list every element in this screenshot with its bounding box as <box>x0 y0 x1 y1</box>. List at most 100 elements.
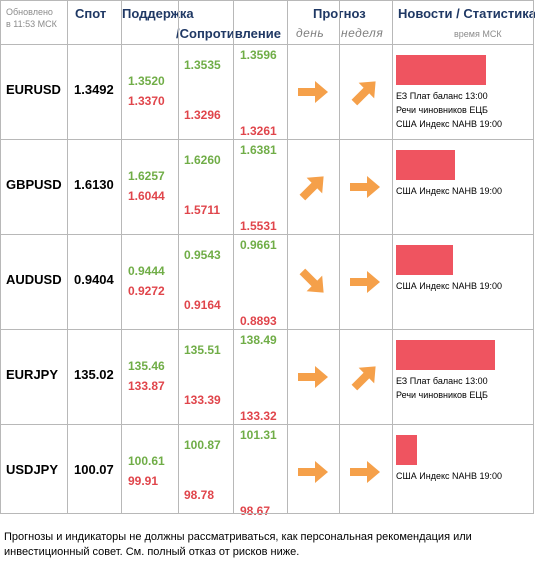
arrow-right-icon <box>298 366 328 388</box>
resistance-header: /Сопротивление <box>176 26 281 41</box>
column-divider <box>339 0 340 514</box>
spot-price: 1.6130 <box>74 177 114 192</box>
row-divider <box>0 44 534 45</box>
resistance-level-r2: 1.3296 <box>184 108 221 122</box>
support-level-s3: 101.31 <box>240 428 277 442</box>
pair-name: EURUSD <box>6 82 61 97</box>
news-header: Новости / Статистика <box>398 6 535 21</box>
spot-price: 0.9404 <box>74 272 114 287</box>
week-header: неделя <box>341 26 384 40</box>
news-item: Речи чиновников ЕЦБ <box>396 105 488 115</box>
forecast-table: Обновлено в 11:53 МСК Спот Поддержка /Со… <box>0 0 535 518</box>
column-divider <box>287 0 288 514</box>
arrow-down-icon <box>299 268 324 293</box>
support-level-s3: 1.6381 <box>240 143 277 157</box>
row-divider <box>0 424 534 425</box>
news-impact-bar <box>396 340 495 370</box>
day-forecast <box>293 357 333 397</box>
column-divider <box>533 0 534 514</box>
row-divider <box>0 139 534 140</box>
support-level-s1: 100.61 <box>128 454 165 468</box>
column-divider <box>67 0 68 514</box>
support-level-s1: 1.6257 <box>128 169 165 183</box>
news-item: США Индекс NAHB 19:00 <box>396 281 503 291</box>
day-header: день <box>296 26 325 40</box>
news-item: ЕЗ Плат баланс 13:00 <box>396 91 488 101</box>
news-impact-bar <box>396 245 453 275</box>
day-forecast <box>293 72 333 112</box>
support-level-s1: 0.9444 <box>128 264 165 278</box>
column-divider <box>178 0 179 514</box>
news-item: США Индекс NAHB 19:00 <box>396 471 503 481</box>
row-divider <box>0 513 534 514</box>
disclaimer: Прогнозы и индикаторы не должны рассматр… <box>4 531 472 558</box>
resistance-level-r3: 0.8893 <box>240 314 277 328</box>
resistance-level-r2: 0.9164 <box>184 298 221 312</box>
arrow-right-icon <box>298 81 328 103</box>
support-level-s2: 100.87 <box>184 438 221 452</box>
news-item: Речи чиновников ЕЦБ <box>396 390 488 400</box>
pair-name: EURJPY <box>6 367 59 382</box>
pair-name: GBPUSD <box>6 177 62 192</box>
row-divider <box>0 234 534 235</box>
spot-price: 100.07 <box>74 462 114 477</box>
news-impact-bar <box>396 55 486 85</box>
arrow-up-icon <box>351 81 376 106</box>
time-msk-label: время МСК <box>454 29 502 39</box>
support-level-s3: 1.3596 <box>240 48 277 62</box>
news-impact-bar <box>396 435 417 465</box>
arrow-right-icon <box>350 461 380 483</box>
resistance-level-r3: 98.67 <box>240 504 271 518</box>
resistance-level-r1: 0.9272 <box>128 284 165 298</box>
column-divider <box>233 0 234 514</box>
resistance-level-r2: 133.39 <box>184 393 221 407</box>
arrow-right-icon <box>298 461 328 483</box>
resistance-level-r3: 133.32 <box>240 409 277 423</box>
resistance-level-r1: 1.6044 <box>128 189 165 203</box>
day-forecast <box>293 262 333 302</box>
resistance-level-r1: 133.87 <box>128 379 165 393</box>
support-level-s3: 138.49 <box>240 333 277 347</box>
arrow-right-icon <box>350 176 380 198</box>
arrow-up-icon <box>299 176 324 201</box>
row-divider <box>0 0 534 1</box>
news-item: ЕЗ Плат баланс 13:00 <box>396 376 488 386</box>
pair-name: AUDUSD <box>6 272 62 287</box>
pair-name: USDJPY <box>6 462 59 477</box>
updated-line-1: Обновлено <box>6 7 53 17</box>
arrow-right-icon <box>350 271 380 293</box>
week-forecast <box>345 167 385 207</box>
support-level-s2: 1.6260 <box>184 153 221 167</box>
support-level-s3: 0.9661 <box>240 238 277 252</box>
week-forecast <box>345 262 385 302</box>
resistance-level-r2: 1.5711 <box>184 203 221 217</box>
spot-price: 135.02 <box>74 367 114 382</box>
news-impact-bar <box>396 150 455 180</box>
resistance-level-r1: 1.3370 <box>128 94 165 108</box>
support-level-s2: 1.3535 <box>184 58 221 72</box>
column-divider <box>0 0 1 514</box>
support-header: Поддержка <box>122 6 194 21</box>
arrow-up-icon <box>351 366 376 391</box>
day-forecast <box>293 452 333 492</box>
week-forecast <box>345 357 385 397</box>
week-forecast <box>345 72 385 112</box>
resistance-level-r3: 1.5531 <box>240 219 277 233</box>
updated-label: Обновлено в 11:53 МСК <box>6 6 57 30</box>
column-divider <box>392 0 393 514</box>
news-item: США Индекс NAHB 19:00 <box>396 186 503 196</box>
row-divider <box>0 329 534 330</box>
news-item: США Индекс NAHB 19:00 <box>396 119 503 129</box>
resistance-level-r2: 98.78 <box>184 488 215 502</box>
support-level-s1: 1.3520 <box>128 74 165 88</box>
updated-line-2: в 11:53 МСК <box>6 19 57 29</box>
spot-header: Спот <box>75 6 107 21</box>
week-forecast <box>345 452 385 492</box>
spot-price: 1.3492 <box>74 82 114 97</box>
resistance-level-r3: 1.3261 <box>240 124 277 138</box>
column-divider <box>121 0 122 514</box>
resistance-level-r1: 99.91 <box>128 474 159 488</box>
support-level-s1: 135.46 <box>128 359 165 373</box>
support-level-s2: 135.51 <box>184 343 221 357</box>
day-forecast <box>293 167 333 207</box>
